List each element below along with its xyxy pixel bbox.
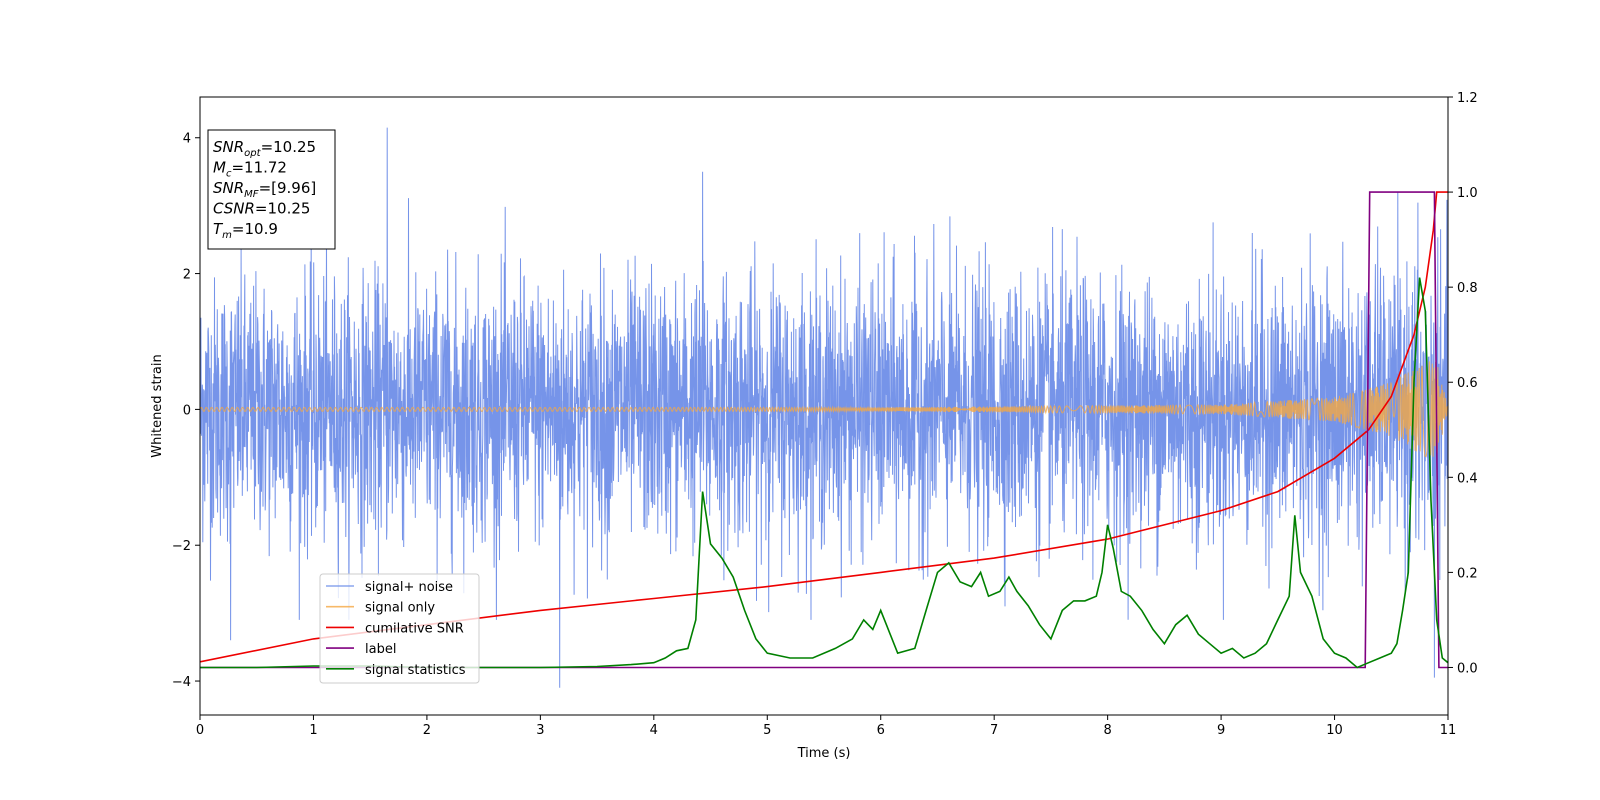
x-tick-label: 1 (309, 723, 317, 738)
y-right-tick-label: 1.2 (1457, 91, 1478, 106)
x-tick-label: 6 (877, 723, 885, 738)
info-line: Tm=10.9 (213, 220, 278, 241)
y-right-tick-label: 0.8 (1457, 281, 1478, 296)
y-right-tick-label: 1.0 (1457, 186, 1478, 201)
legend-label: cumilative SNR (365, 621, 464, 636)
y-right-tick-label: 0.4 (1457, 471, 1478, 486)
info-line: CSNR=10.25 (213, 200, 310, 218)
x-tick-label: 4 (650, 723, 658, 738)
y-left-tick-label: 4 (183, 132, 191, 147)
x-tick-label: 7 (990, 723, 998, 738)
info-line: SNRopt=10.25 (213, 138, 316, 159)
y-axis-right: 0.0 0.2 0.4 0.6 0.8 1.0 1.2 (1448, 91, 1478, 676)
series-signal-statistics (200, 277, 1448, 669)
legend: signal+ noise signal only cumilative SNR la… (319, 573, 480, 684)
legend-label: signal+ noise (365, 580, 453, 595)
x-tick-label: 9 (1217, 723, 1225, 738)
y-left-tick-label: −2 (172, 539, 191, 554)
x-tick-label: 10 (1326, 723, 1343, 738)
y-axis-left: −4 −2 0 2 4 (172, 132, 200, 690)
info-line: SNRMF=[9.96] (213, 179, 316, 200)
x-tick-label: 3 (536, 723, 544, 738)
series-cumilative-snr (200, 191, 1448, 663)
x-tick-label: 8 (1103, 723, 1111, 738)
info-line: Mc=11.72 (213, 159, 287, 180)
legend-label: label (365, 642, 396, 657)
series-label (200, 191, 1448, 669)
y-right-tick-label: 0.6 (1457, 376, 1478, 391)
y-right-tick-label: 0.2 (1457, 566, 1478, 581)
x-tick-label: 11 (1440, 723, 1457, 738)
legend-label: signal only (365, 601, 435, 616)
y-left-tick-label: 2 (183, 268, 191, 283)
plot-frame (199, 96, 1449, 716)
x-axis: 0 1 2 3 4 5 6 7 8 9 10 11 (196, 715, 1456, 738)
info-box-frame (207, 129, 336, 250)
x-axis-label: Time (s) (797, 746, 851, 761)
y-right-tick-label: 0.0 (1457, 661, 1478, 676)
info-box: SNRopt=10.25Mc=11.72SNRMF=[9.96]CSNR=10.… (207, 129, 336, 250)
legend-label: signal statistics (365, 663, 466, 678)
y-axis-label: Whitened strain (150, 354, 165, 457)
series-signal-only (200, 361, 1448, 457)
x-tick-label: 2 (423, 723, 431, 738)
x-tick-label: 5 (763, 723, 771, 738)
legend-frame (319, 573, 480, 684)
y-left-tick-label: −4 (172, 675, 191, 690)
y-left-tick-label: 0 (183, 403, 191, 418)
x-tick-label: 0 (196, 723, 204, 738)
